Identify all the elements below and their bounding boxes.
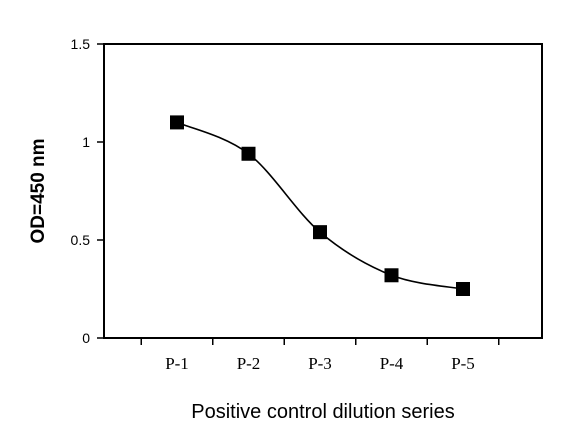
x-tick-label: P-3 [308, 354, 332, 373]
data-point-marker [384, 268, 399, 283]
series-line [176, 121, 464, 290]
x-tick-label: P-2 [237, 354, 261, 373]
x-axis-ticks: P-1 P-2 P-3 P-4 P-5 [140, 338, 500, 373]
data-point-marker [456, 282, 470, 296]
series [170, 115, 470, 296]
data-point-marker [170, 115, 184, 130]
y-tick-label: 0.5 [71, 232, 91, 248]
x-tick-label: P-1 [165, 354, 189, 373]
x-axis-label: Positive control dilution series [191, 401, 454, 423]
plot-frame [103, 43, 543, 339]
data-point-marker [313, 225, 327, 240]
y-axis-label: OD=450 nm [28, 138, 49, 243]
data-point-marker [241, 146, 256, 161]
x-tick-label: P-4 [380, 354, 404, 373]
y-tick-label: 0 [82, 330, 90, 346]
axes [103, 43, 543, 339]
y-tick-label: 1 [82, 134, 90, 150]
x-tick-label: P-5 [451, 354, 475, 373]
y-tick-label: 1.5 [71, 36, 91, 52]
y-axis-ticks: 0 0.5 1 1.5 [71, 36, 104, 346]
